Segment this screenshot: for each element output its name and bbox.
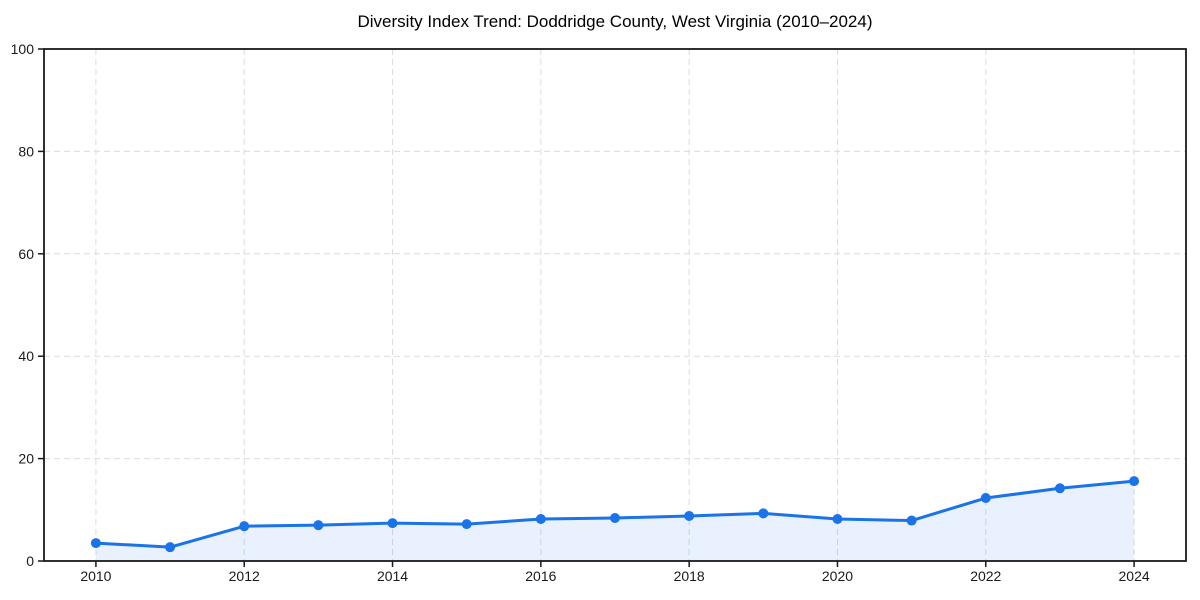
data-point-marker <box>906 515 917 526</box>
data-point-marker <box>90 538 101 549</box>
y-tick-label: 20 <box>18 451 34 467</box>
data-point-marker <box>313 520 324 531</box>
data-point-marker <box>610 512 620 523</box>
x-tick-label: 2020 <box>822 568 853 584</box>
data-point-marker <box>684 510 695 521</box>
data-point-marker <box>758 508 769 519</box>
data-point-marker <box>535 514 546 525</box>
y-tick-label: 80 <box>18 143 34 159</box>
data-point-marker <box>1129 476 1140 487</box>
y-tick-label: 60 <box>18 246 34 262</box>
data-point-marker <box>387 518 398 529</box>
data-point-marker <box>461 519 472 530</box>
x-tick-label: 2016 <box>525 568 556 584</box>
gridlines <box>44 48 1186 562</box>
x-tick-label: 2024 <box>1119 568 1150 584</box>
data-point-marker <box>832 514 843 525</box>
axes <box>38 48 1187 567</box>
data-series <box>90 476 1140 561</box>
chart-title: Diversity Index Trend: Doddridge County,… <box>358 12 873 31</box>
x-tick-label: 2018 <box>674 568 705 584</box>
tick-labels: 0 20 40 60 80 100 2010 2012 2014 2016 2018 2020 2022… <box>11 41 1150 584</box>
x-tick-label: 2010 <box>80 568 111 584</box>
y-tick-label: 0 <box>26 553 34 569</box>
data-point-marker <box>239 521 250 532</box>
plot-border <box>43 48 1187 562</box>
y-tick-label: 100 <box>11 41 35 57</box>
y-tick-label: 40 <box>18 348 34 364</box>
x-tick-label: 2014 <box>377 568 408 584</box>
data-point-marker <box>165 542 176 553</box>
data-point-marker <box>1054 483 1065 494</box>
x-tick-label: 2012 <box>229 568 260 584</box>
x-tick-label: 2022 <box>970 568 1001 584</box>
data-point-marker <box>980 493 991 504</box>
